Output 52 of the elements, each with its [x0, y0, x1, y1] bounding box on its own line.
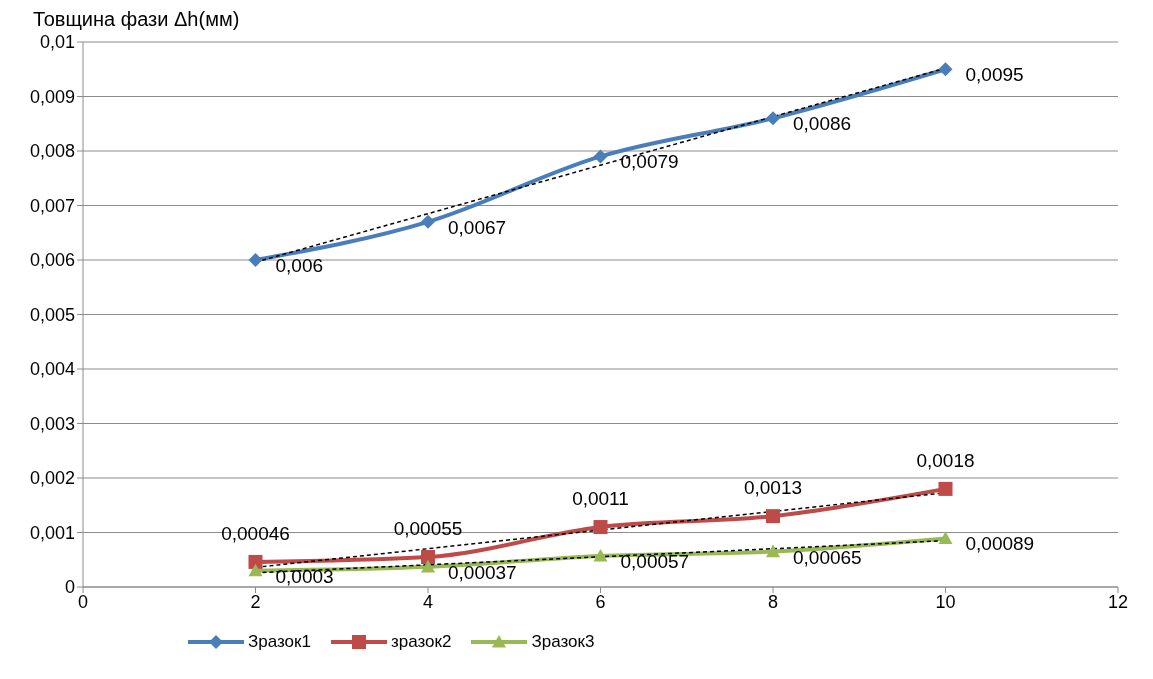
data-label: 0,0067: [448, 216, 507, 238]
data-label: 0,0086: [793, 113, 852, 135]
data-label: 0,0003: [275, 565, 334, 587]
point: [766, 544, 780, 558]
data-label: 0,0011: [572, 488, 629, 510]
data-label: 0,00057: [620, 550, 690, 572]
y-tick-label: 0,001: [29, 522, 75, 543]
data-label: 0,00089: [965, 533, 1035, 555]
legend-label: Зразок3: [531, 632, 595, 652]
y-axis-title: Товщина фази Δh(мм): [33, 8, 241, 32]
point: [248, 563, 263, 577]
data-label: 0,00065: [793, 546, 862, 568]
y-tick-label: 0,004: [29, 359, 75, 380]
point: [938, 62, 953, 77]
data-label: 0,0013: [743, 477, 803, 499]
point: [938, 481, 953, 496]
y-tick-label: 0,007: [29, 195, 75, 216]
point: [248, 253, 263, 267]
data-label: 0,00046: [221, 522, 290, 544]
point: [593, 548, 608, 562]
data-label: 0,00037: [448, 561, 517, 583]
y-tick-label: 0,003: [29, 413, 75, 434]
y-tick-label: 0: [64, 577, 75, 598]
x-tick-label: 2: [250, 591, 261, 612]
legend-label: Зразок1: [248, 632, 311, 652]
data-label: 0,0018: [916, 449, 975, 471]
y-tick-label: 0,009: [29, 86, 75, 107]
point: [766, 509, 780, 524]
x-tick-label: 8: [767, 591, 779, 612]
data-label: 0,0095: [965, 64, 1024, 86]
point: [421, 214, 435, 229]
y-tick-label: 0,006: [29, 250, 75, 271]
y-tick-label: 0,002: [29, 468, 75, 489]
x-tick-label: 6: [595, 591, 606, 612]
y-tick-label: 0,008: [29, 141, 75, 162]
point: [593, 149, 608, 164]
point: [248, 554, 263, 569]
point: [938, 531, 953, 545]
point: [421, 559, 435, 573]
x-tick-label: 10: [935, 591, 956, 612]
point: [766, 111, 780, 126]
y-tick-label: 0,005: [29, 304, 75, 325]
y-tick-label: 0,01: [39, 32, 75, 53]
data-label: 0,006: [275, 255, 324, 276]
x-tick-label: 0: [77, 591, 89, 612]
x-tick-label: 4: [422, 591, 434, 612]
data-label: 0,00055: [393, 518, 463, 540]
legend-label: зразок2: [390, 632, 452, 652]
data-label: 0,0079: [620, 151, 679, 173]
point: [421, 550, 435, 565]
x-tick-label: 12: [1107, 591, 1129, 612]
point: [593, 520, 608, 535]
